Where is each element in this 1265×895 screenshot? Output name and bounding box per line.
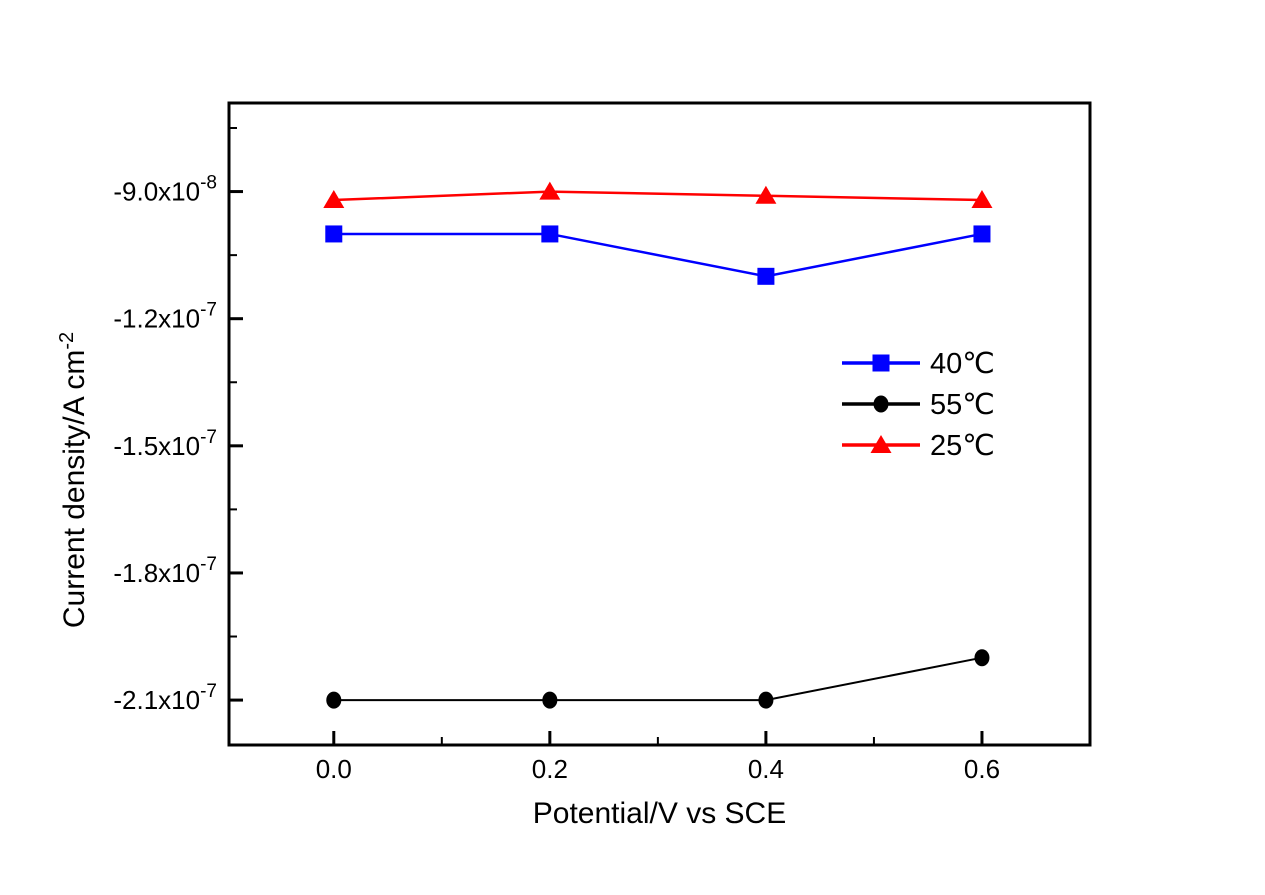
legend-label: 55℃ (930, 389, 995, 421)
plot-border (227, 101, 1092, 747)
y-tick-label: -1.8x10-7 (113, 554, 217, 588)
data-point-marker (755, 185, 777, 204)
axis-ticks (230, 127, 984, 744)
y-tick-label: -1.5x10-7 (113, 427, 217, 461)
series-line (333, 232, 983, 278)
y-tick-label: -2.1x10-7 (113, 681, 217, 715)
series-line (333, 190, 982, 202)
data-point-marker (971, 190, 993, 209)
y-tick-label: -9.0x10-8 (113, 173, 217, 207)
legend-entry: 55℃ (842, 389, 995, 421)
y-axis-title-text: Current density/A cm (58, 349, 91, 629)
x-axis-title-text: Potential/V vs SCE (532, 797, 787, 830)
series-line (333, 656, 983, 702)
data-point-marker (325, 225, 343, 243)
legend-marker (873, 395, 889, 413)
legend: 40℃ 55℃ 25℃ (842, 348, 995, 462)
y-axis-title: Current density/A cm-2 (56, 332, 92, 628)
x-tick-label: 0.0 (316, 754, 352, 784)
legend-marker (872, 354, 890, 372)
legend-marker (870, 435, 892, 453)
data-series (323, 181, 993, 709)
x-axis-title: Potential/V vs SCE (229, 797, 1090, 831)
series-55 (326, 649, 990, 709)
data-point-marker (757, 267, 775, 285)
series-40 (325, 225, 991, 285)
data-point-marker (974, 649, 990, 667)
x-tick-label: 0.6 (964, 754, 1000, 784)
data-point-marker (758, 691, 774, 709)
data-point-marker (539, 181, 561, 200)
y-axis-title-superscript: -2 (56, 331, 78, 350)
x-tick-label: 0.4 (748, 754, 784, 784)
data-point-marker (326, 691, 342, 709)
data-point-marker (541, 225, 559, 243)
x-tick-label: 0.2 (532, 754, 568, 784)
legend-label: 25℃ (930, 430, 995, 462)
axis-tick-labels: 0.0 0.2 0.4 0.6 -9.0x10-8 -1.2x10-7 -1.5x10-7 -… (113, 173, 1000, 784)
series-25 (323, 181, 993, 209)
data-point-marker (973, 225, 991, 243)
legend-label: 40℃ (930, 348, 995, 380)
data-point-marker (323, 190, 345, 209)
legend-entry: 25℃ (842, 430, 995, 462)
legend-entry: 40℃ (842, 348, 995, 380)
data-point-marker (542, 691, 558, 709)
y-tick-label: -1.2x10-7 (113, 300, 217, 334)
